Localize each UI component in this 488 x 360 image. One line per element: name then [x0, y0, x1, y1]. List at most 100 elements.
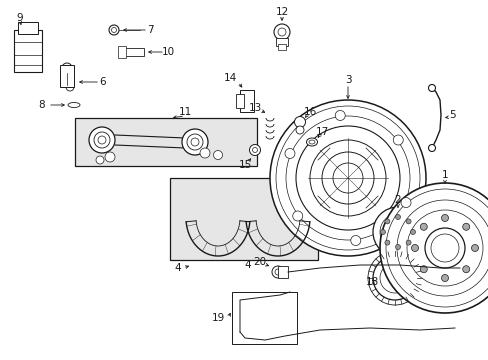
Text: 8: 8 — [39, 100, 45, 110]
Circle shape — [274, 269, 281, 275]
Circle shape — [396, 200, 488, 296]
Bar — [120, 48, 143, 56]
Text: 12: 12 — [275, 7, 288, 17]
Circle shape — [94, 132, 110, 148]
Circle shape — [441, 274, 447, 282]
Bar — [275, 38, 287, 46]
Circle shape — [385, 189, 488, 307]
Circle shape — [372, 207, 422, 257]
Circle shape — [379, 183, 488, 313]
Circle shape — [285, 116, 409, 240]
Circle shape — [411, 244, 418, 252]
Circle shape — [384, 219, 389, 224]
Circle shape — [419, 266, 427, 273]
Circle shape — [295, 126, 304, 134]
Circle shape — [350, 235, 360, 246]
Circle shape — [309, 140, 385, 216]
Ellipse shape — [306, 138, 317, 146]
Ellipse shape — [68, 103, 80, 108]
Circle shape — [379, 263, 409, 293]
Circle shape — [430, 234, 458, 262]
Circle shape — [66, 83, 74, 91]
Circle shape — [96, 156, 104, 164]
Circle shape — [275, 106, 419, 250]
Circle shape — [332, 163, 362, 193]
Circle shape — [419, 223, 427, 230]
Circle shape — [395, 215, 400, 220]
Text: 17: 17 — [315, 127, 328, 137]
Circle shape — [111, 27, 116, 32]
Circle shape — [405, 219, 410, 224]
Text: 15: 15 — [238, 160, 251, 170]
Circle shape — [427, 144, 435, 152]
Text: 14: 14 — [223, 73, 236, 83]
Circle shape — [191, 138, 199, 146]
Text: 16: 16 — [303, 107, 316, 117]
Circle shape — [400, 198, 410, 207]
Circle shape — [392, 135, 403, 145]
Circle shape — [105, 152, 115, 162]
Text: 6: 6 — [100, 77, 106, 87]
Circle shape — [379, 214, 415, 250]
Circle shape — [441, 215, 447, 221]
Circle shape — [406, 210, 482, 286]
Circle shape — [424, 228, 464, 268]
Text: 5: 5 — [448, 110, 454, 120]
Circle shape — [278, 28, 285, 36]
Bar — [278, 44, 285, 50]
Text: 3: 3 — [344, 75, 350, 85]
Circle shape — [252, 148, 257, 153]
Circle shape — [321, 152, 373, 204]
Text: 18: 18 — [365, 277, 378, 287]
Text: 9: 9 — [17, 13, 23, 23]
Text: 4: 4 — [244, 260, 251, 270]
Circle shape — [292, 211, 302, 221]
Circle shape — [271, 266, 284, 278]
Text: 20: 20 — [253, 257, 266, 267]
Circle shape — [372, 256, 416, 300]
Bar — [18, 22, 38, 34]
Circle shape — [200, 148, 209, 158]
Text: 10: 10 — [161, 47, 174, 57]
Circle shape — [462, 266, 469, 273]
Circle shape — [409, 230, 415, 234]
Circle shape — [470, 244, 478, 252]
Circle shape — [186, 134, 203, 150]
Bar — [14, 30, 42, 72]
Circle shape — [387, 222, 407, 242]
Circle shape — [89, 127, 115, 153]
Bar — [236, 94, 244, 108]
Bar — [75, 118, 257, 166]
Circle shape — [269, 100, 425, 256]
Text: 4: 4 — [174, 263, 181, 273]
Circle shape — [380, 230, 385, 234]
Circle shape — [335, 111, 345, 121]
Circle shape — [395, 244, 400, 249]
Circle shape — [62, 63, 72, 73]
Bar — [60, 65, 74, 87]
Bar — [231, 292, 296, 344]
Bar — [170, 178, 317, 260]
Circle shape — [405, 240, 410, 245]
Circle shape — [109, 25, 119, 35]
Bar — [118, 46, 126, 58]
Bar — [240, 90, 253, 112]
Circle shape — [273, 24, 289, 40]
Circle shape — [384, 240, 389, 245]
Text: 7: 7 — [146, 25, 153, 35]
Circle shape — [213, 150, 222, 159]
Circle shape — [98, 136, 106, 144]
Text: 2: 2 — [394, 195, 401, 205]
Circle shape — [462, 223, 469, 230]
Text: 13: 13 — [248, 103, 261, 113]
Text: 11: 11 — [178, 107, 191, 117]
Circle shape — [295, 126, 399, 230]
Circle shape — [182, 129, 207, 155]
Circle shape — [294, 117, 305, 127]
Circle shape — [249, 144, 260, 156]
Bar — [278, 266, 287, 278]
Text: 19: 19 — [211, 313, 224, 323]
Ellipse shape — [308, 140, 314, 144]
Circle shape — [427, 85, 435, 91]
Circle shape — [64, 66, 69, 71]
